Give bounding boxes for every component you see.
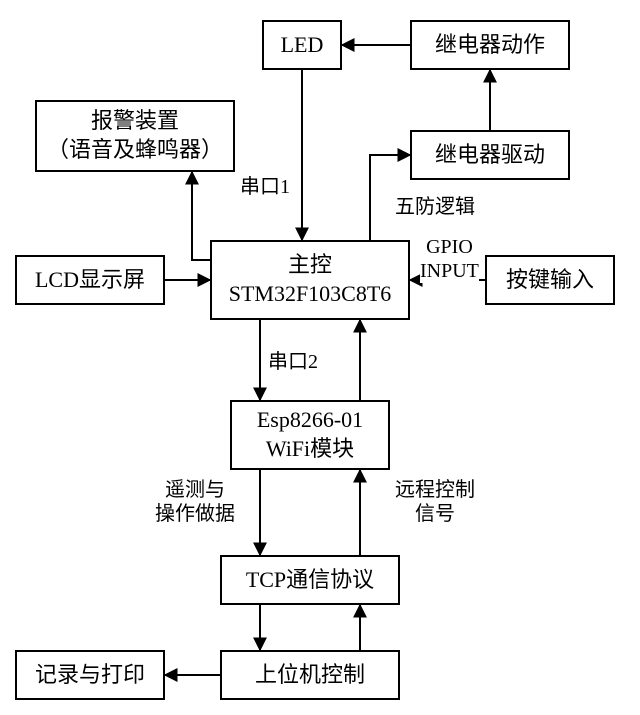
node-keys: 按键输入 — [485, 255, 615, 305]
edge-label-telemetry: 遥测与 操作做据 — [155, 478, 235, 526]
edge-label-remote: 远程控制 信号 — [395, 478, 475, 526]
node-print: 记录与打印 — [15, 650, 165, 700]
node-lcd: LCD显示屏 — [15, 255, 165, 305]
node-alarm: 报警装置（语音及蜂鸣器） — [35, 100, 235, 172]
node-relay_drv: 继电器驱动 — [410, 130, 570, 180]
node-tcp: TCP通信协议 — [220, 555, 400, 605]
edge-label-uart2: 串口2 — [268, 350, 318, 374]
node-host: 上位机控制 — [220, 650, 400, 700]
edge-label-gpio: GPIO INPUT — [420, 235, 479, 283]
node-mcu: 主控STM32F103C8T6 — [210, 240, 410, 320]
node-wifi: Esp8266-01WiFi模块 — [230, 400, 390, 470]
node-led: LED — [262, 20, 342, 70]
edge-label-uart1: 串口1 — [240, 175, 290, 199]
edge-label-fivelogic: 五防逻辑 — [395, 195, 475, 219]
edge-mcu-alarm — [192, 172, 210, 260]
node-relay_act: 继电器动作 — [410, 20, 570, 70]
